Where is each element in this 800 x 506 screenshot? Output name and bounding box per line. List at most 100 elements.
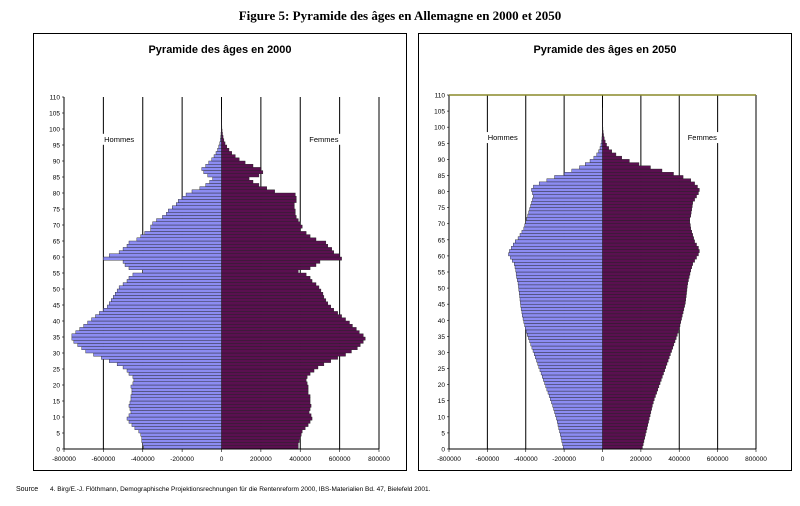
bar-hommes xyxy=(217,147,222,152)
bar-hommes xyxy=(563,172,603,176)
annotation-hommes: Hommes xyxy=(104,135,134,144)
bar-hommes xyxy=(517,281,603,286)
bar-hommes xyxy=(536,358,603,363)
y-tick-label: 110 xyxy=(50,95,61,102)
bar-hommes xyxy=(128,240,222,245)
bar-hommes xyxy=(113,295,222,299)
bar-femmes xyxy=(221,372,311,376)
bar-hommes xyxy=(548,394,603,398)
bar-hommes xyxy=(118,285,222,290)
bar-hommes xyxy=(191,189,222,194)
bar-hommes xyxy=(514,262,603,266)
bar-hommes xyxy=(525,329,603,334)
bar-hommes xyxy=(75,330,222,335)
bar-femmes xyxy=(602,213,691,218)
bar-femmes xyxy=(602,229,692,234)
bar-femmes xyxy=(602,162,640,166)
bar-femmes xyxy=(602,181,695,186)
bar-femmes xyxy=(602,307,685,311)
bar-femmes xyxy=(602,249,700,253)
bar-hommes xyxy=(521,310,603,315)
bar-femmes xyxy=(221,288,322,293)
bar-hommes xyxy=(515,268,603,273)
y-tick-label: 30 xyxy=(438,350,446,357)
bar-hommes xyxy=(128,413,222,418)
bar-hommes xyxy=(529,207,603,212)
bar-hommes xyxy=(168,208,222,213)
bar-hommes xyxy=(122,365,222,370)
bar-hommes xyxy=(83,324,222,328)
bar-femmes xyxy=(602,368,665,372)
population-pyramid-2000: 0 5 10 15 20 25 30 35 40 45 50 55 60 65 70 75 80 85 90 95 10… xyxy=(49,95,390,464)
bar-femmes xyxy=(602,297,686,302)
x-tick-label: -400000 xyxy=(514,456,538,463)
bar-hommes xyxy=(544,381,603,385)
bar-femmes xyxy=(602,136,605,141)
bar-hommes xyxy=(129,400,222,405)
bar-femmes xyxy=(602,310,684,315)
bar-femmes xyxy=(602,365,667,369)
bar-femmes xyxy=(221,356,338,360)
y-tick-label: 10 xyxy=(438,414,446,421)
bar-femmes xyxy=(221,195,297,200)
bar-hommes xyxy=(538,181,603,186)
bar-hommes xyxy=(215,151,222,155)
bar-femmes xyxy=(602,316,682,321)
bar-hommes xyxy=(557,419,603,424)
bar-femmes xyxy=(221,378,307,383)
bar-hommes xyxy=(131,391,222,395)
bar-hommes xyxy=(212,176,222,181)
bar-hommes xyxy=(555,413,603,418)
bar-hommes xyxy=(128,275,222,280)
bar-hommes xyxy=(559,429,603,434)
bar-femmes xyxy=(221,263,317,267)
y-tick-label: 20 xyxy=(438,382,446,389)
bar-femmes xyxy=(221,327,357,331)
bar-femmes xyxy=(221,176,250,181)
bar-hommes xyxy=(529,339,603,343)
bar-femmes xyxy=(602,345,673,350)
bar-hommes xyxy=(579,165,603,170)
y-tick-label: 15 xyxy=(438,398,446,405)
y-tick-label: 60 xyxy=(438,253,446,260)
bar-hommes xyxy=(545,384,603,389)
bar-femmes xyxy=(602,410,652,414)
bar-hommes xyxy=(101,356,222,360)
bar-femmes xyxy=(602,294,687,298)
bar-hommes xyxy=(523,320,603,324)
bar-hommes xyxy=(107,304,222,309)
bar-femmes xyxy=(221,394,311,399)
bar-femmes xyxy=(221,192,296,197)
bar-hommes xyxy=(201,167,222,171)
y-tick-label: 55 xyxy=(53,271,61,278)
bar-femmes xyxy=(221,135,224,139)
annotation-bg xyxy=(680,132,725,144)
bar-hommes xyxy=(531,200,603,205)
y-tick-label: 50 xyxy=(53,287,61,294)
bar-femmes xyxy=(221,215,297,219)
bar-hommes xyxy=(95,314,222,319)
bar-femmes xyxy=(221,308,334,312)
bar-femmes xyxy=(221,211,296,216)
y-tick-label: 40 xyxy=(438,318,446,325)
bar-femmes xyxy=(602,435,645,440)
bar-femmes xyxy=(602,146,609,150)
bar-femmes xyxy=(602,226,691,231)
bar-femmes xyxy=(602,204,693,208)
y-tick-label: 110 xyxy=(435,93,446,100)
bar-femmes xyxy=(221,285,320,290)
bar-hommes xyxy=(130,397,222,402)
bar-femmes xyxy=(602,291,687,295)
bar-femmes xyxy=(221,346,358,351)
y-tick-label: 100 xyxy=(434,125,445,132)
bar-femmes xyxy=(602,265,692,269)
bar-hommes xyxy=(542,374,603,379)
bar-hommes xyxy=(533,184,603,189)
bar-hommes xyxy=(517,236,603,241)
bar-femmes xyxy=(602,358,669,363)
chart-panel-2000: Pyramide des âges en 2000 0 5 10 15 20 25 30 35… xyxy=(33,33,407,471)
y-tick-label: 50 xyxy=(438,286,446,293)
y-tick-label: 10 xyxy=(53,415,61,422)
bar-hommes xyxy=(512,258,603,263)
bar-hommes xyxy=(130,384,222,389)
